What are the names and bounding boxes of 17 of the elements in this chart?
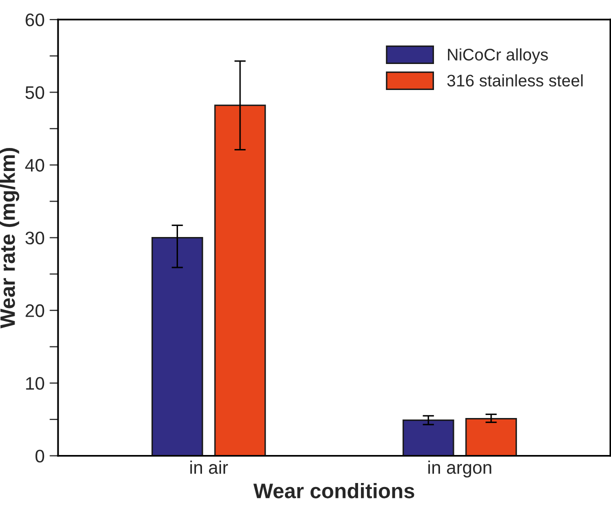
- y-tick-label: 0: [36, 450, 44, 462]
- y-tick-label: 50: [25, 86, 44, 99]
- x-tick-label: in air: [190, 460, 228, 474]
- bar: [402, 419, 454, 456]
- bar: [465, 418, 517, 456]
- bar: [152, 236, 204, 456]
- y-tick-label: 40: [25, 158, 44, 172]
- legend-label: NiCoCr alloys: [448, 48, 548, 64]
- y-tick-label: 60: [26, 14, 44, 26]
- y-axis-title: Wear rate (mg/km): [0, 148, 20, 328]
- y-tick-label: 30: [25, 232, 44, 244]
- x-axis-title: Wear conditions: [253, 483, 414, 498]
- legend-label: 316 stainless steel: [447, 74, 583, 87]
- y-tick-label: 10: [26, 377, 44, 390]
- y-tick-label: 20: [26, 304, 44, 318]
- x-tick-label: in argon: [428, 460, 492, 478]
- bar: [214, 104, 266, 456]
